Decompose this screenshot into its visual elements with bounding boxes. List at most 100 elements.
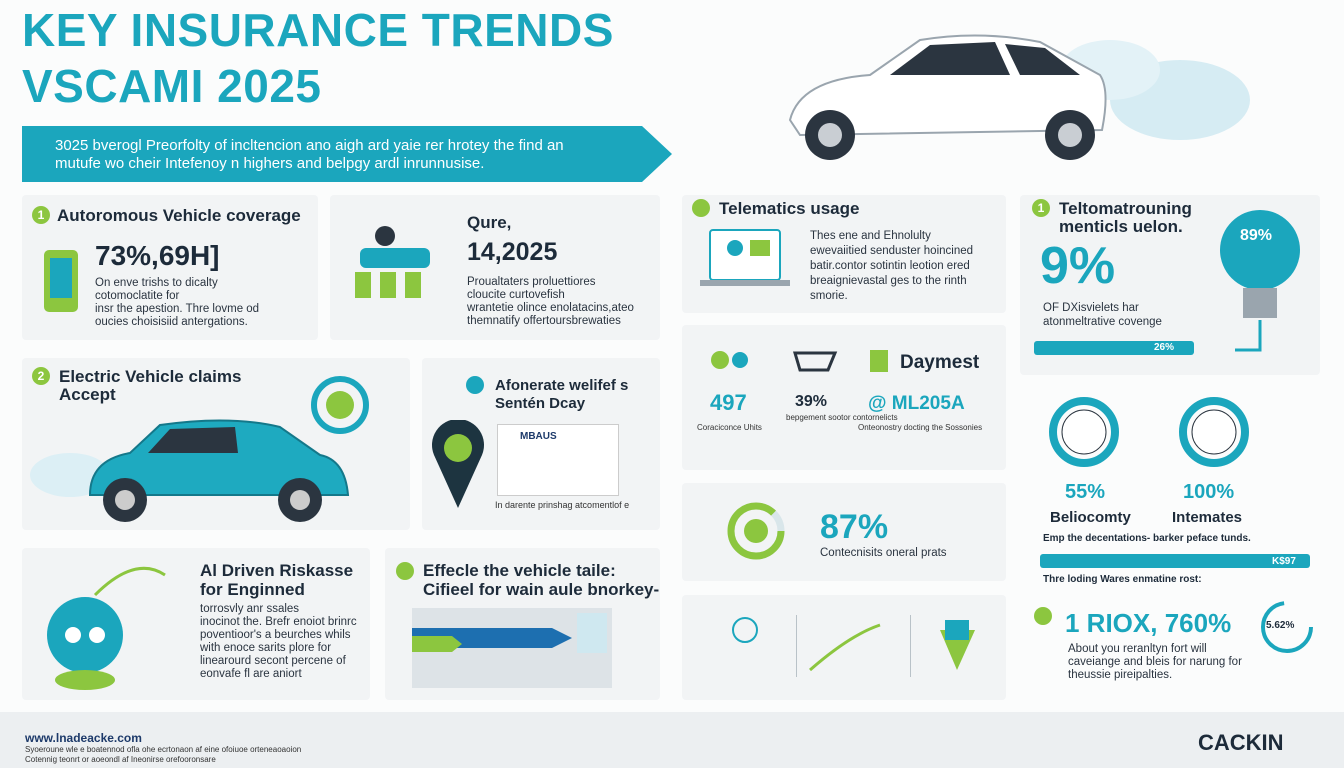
description: poventioor's a beurches whils — [200, 629, 351, 641]
progress-bar — [1040, 554, 1310, 568]
caption: In darente prinshag atcomentlof e — [495, 500, 630, 510]
description: ewevaiitied senduster hoincined — [810, 245, 974, 257]
section-title: Telematics usage — [719, 199, 860, 218]
arrow-illustration — [412, 608, 612, 688]
logo-text: MBAUS — [520, 431, 557, 442]
footer-text: Cotennig teonrt or aoeondl af Ineonirse … — [25, 755, 216, 764]
description: cloucite curtovefish — [467, 289, 565, 301]
section-icon — [396, 562, 414, 580]
stat: 87% — [820, 508, 889, 546]
description: smorie. — [810, 290, 848, 302]
title: VSCAMI 2025 — [22, 60, 322, 112]
stat: 100% — [1183, 481, 1235, 503]
caption: Coraciconce Uhits — [697, 423, 762, 432]
bar-label: 26% — [1154, 342, 1175, 353]
description: inocinot the. Brefr enoiot brinrc — [200, 616, 357, 628]
description: eonvafe fl are aniort — [200, 668, 302, 680]
description: linearourd secont percene of — [200, 655, 346, 667]
description: caveiange and bleis for narung for — [1068, 656, 1242, 668]
description: breaignievastal ges to the rinth — [810, 275, 967, 287]
stat: 14,2025 — [467, 238, 558, 266]
progress-bar — [1034, 341, 1194, 355]
section-title: Al Driven Riskasse — [200, 561, 354, 580]
icons — [732, 617, 975, 672]
description: atonmeltrative covenge — [1043, 316, 1162, 328]
description: Thes ene and Ehnolulty — [810, 230, 931, 242]
footer-text: Syoeroune wle e boatennod ofla ohe ecrto… — [25, 745, 302, 754]
stat: 497 — [710, 390, 747, 415]
footer — [0, 712, 1344, 768]
stat: 55% — [1065, 481, 1106, 503]
title: KEY INSURANCE TRENDS — [22, 4, 614, 56]
banner-shape — [22, 126, 672, 182]
donut — [727, 502, 785, 560]
description: Proualtaters proluettiores — [467, 276, 596, 288]
section-number: 2 — [32, 367, 50, 385]
caption: Contecnisits oneral prats — [820, 547, 947, 559]
description: batir.contor sotintin leotion ered — [810, 260, 970, 272]
description: About you reranltyn fort will — [1068, 643, 1207, 655]
section-title: Electric Vehicle claims — [59, 367, 242, 386]
stat: @ ML205A — [868, 393, 965, 414]
section-icon — [466, 376, 484, 394]
section-title: Daymest — [900, 352, 980, 373]
bar-label: K$97 — [1272, 556, 1296, 567]
logo-grid — [497, 424, 619, 496]
stat: 5.62% — [1266, 620, 1295, 631]
icons — [711, 350, 888, 372]
divider — [910, 615, 911, 677]
caption: Emp the decentations- barker peface tund… — [1043, 533, 1251, 544]
bulb-icon — [1220, 210, 1300, 352]
description: cotomoclatite for — [95, 290, 180, 302]
section-title: Accept — [59, 385, 116, 404]
section-title: for Enginned — [200, 580, 305, 599]
caption: Onteonostry docting the Sossonies — [858, 423, 983, 432]
section-number: 1 — [32, 206, 50, 224]
footer-url: www.lnadeacke.com — [25, 731, 142, 745]
description: On enve trishs to dicalty — [95, 277, 218, 289]
pin-icon — [432, 420, 484, 508]
footer-logo: CACKIN — [1198, 730, 1284, 755]
laptop-icon — [700, 229, 790, 286]
section-title: Effecle the vehicle taile: — [423, 561, 616, 580]
banner-text: mutufe wo cheir Intefenoy n highers and … — [55, 155, 485, 172]
description: wrantetie olince enolatacins,ateo — [467, 302, 634, 314]
description: themnatify offertoursbrewaties — [467, 315, 621, 327]
divider — [796, 615, 797, 677]
section-number: 1 — [1032, 199, 1050, 217]
panel — [682, 483, 1006, 581]
donut — [1261, 601, 1313, 653]
description: oucies choisisiid antergations. — [95, 316, 248, 328]
section-title: Autoromous Vehicle coverage — [57, 206, 301, 225]
caption: Intemates — [1172, 509, 1243, 526]
banner-text: 3025 bverogl Preorfolty of incltencion a… — [55, 137, 564, 154]
description: torrosvly anr ssales — [200, 603, 300, 615]
car-illustration — [30, 376, 369, 522]
section-title: Qure, — [467, 213, 512, 232]
rings — [1049, 397, 1249, 467]
hero-illustration — [788, 34, 1250, 160]
description: OF DXisvielets har — [1043, 302, 1139, 314]
stat: 73%,69H] — [95, 240, 220, 271]
description: with enoce sarits plore for — [200, 642, 332, 654]
stat: 89% — [1240, 227, 1273, 244]
caption: bepgement sootor contornelicts — [786, 413, 898, 422]
panel — [682, 325, 1006, 470]
section-title: Teltomatrouning — [1059, 199, 1192, 218]
section-icon — [692, 199, 710, 217]
phone-icon — [44, 250, 78, 312]
stat: 39% — [795, 393, 828, 410]
section-title: Cifieel for wain aule bnorkey- — [423, 580, 660, 599]
robot-illustration — [355, 226, 430, 298]
section-title: Sentén Dcay — [495, 395, 586, 412]
stat: 1 RIOX, 760% — [1065, 608, 1232, 638]
section-title: menticls uelon. — [1059, 217, 1183, 236]
ai-illustration — [47, 566, 166, 690]
stat: 9% — [1040, 237, 1116, 295]
description: insr the apestion. Thre lovme od — [95, 303, 260, 315]
caption: Thre loding Wares enmatine rost: — [1043, 574, 1202, 585]
description: theussie pireipalties. — [1068, 669, 1173, 681]
section-title: Afonerate welifef s — [495, 377, 629, 394]
section-icon — [1034, 607, 1052, 625]
